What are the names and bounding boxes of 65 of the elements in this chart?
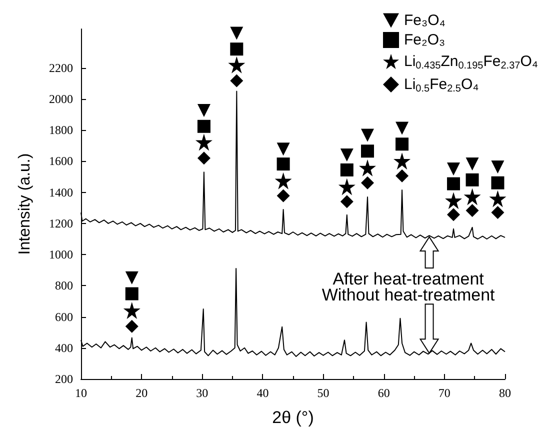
point — [466, 158, 479, 171]
x-tick-label: 10 — [75, 386, 87, 400]
point — [125, 271, 138, 284]
point — [466, 173, 479, 186]
point — [466, 204, 479, 218]
annotation: After heat-treatment — [332, 269, 484, 288]
point — [396, 138, 409, 151]
point — [464, 188, 481, 206]
point — [197, 152, 210, 165]
point — [228, 56, 246, 74]
point — [361, 144, 374, 158]
y-tick-label: 1600 — [49, 154, 73, 168]
point — [340, 195, 354, 208]
point — [276, 142, 290, 156]
y-axis-title: Intensity (a.u.) — [16, 153, 34, 255]
point — [447, 162, 460, 176]
y-tick-label: 600 — [55, 310, 73, 324]
point — [445, 192, 462, 210]
point — [340, 163, 354, 176]
point — [361, 128, 374, 142]
x-tick-label: 20 — [136, 386, 148, 400]
point — [361, 176, 374, 190]
point — [230, 74, 244, 88]
point — [338, 178, 356, 196]
y-tick-label: 1400 — [49, 185, 73, 200]
y-tick-label: 2200 — [49, 60, 73, 75]
point — [394, 152, 411, 170]
y-tick-label: 1200 — [49, 216, 73, 230]
point — [125, 320, 138, 333]
point — [197, 104, 210, 118]
y-tick-label: 200 — [55, 372, 73, 386]
x-tick-label: 80 — [499, 386, 511, 400]
x-axis-title: 2θ (°) — [272, 408, 314, 427]
x-tick-label: 70 — [438, 386, 450, 400]
point — [123, 302, 140, 320]
point — [195, 134, 212, 151]
point — [340, 148, 354, 162]
point — [230, 42, 244, 56]
y-tick-label: 2000 — [49, 92, 73, 106]
legend-label: Fe₃O₄ — [404, 12, 446, 29]
point — [276, 189, 290, 202]
point — [491, 206, 504, 220]
x-tick-label: 50 — [317, 386, 330, 400]
annotation: Without heat-treatment — [322, 286, 496, 305]
point — [230, 26, 244, 40]
point — [396, 169, 409, 182]
y-tick-label: 1000 — [49, 248, 73, 262]
point — [274, 172, 292, 190]
point — [125, 287, 138, 300]
point — [197, 120, 210, 133]
x-tick-label: 30 — [196, 386, 208, 400]
point — [447, 177, 460, 190]
point — [276, 158, 290, 171]
point — [396, 122, 409, 135]
point — [489, 190, 506, 208]
point — [359, 159, 376, 176]
y-tick-label: 800 — [55, 278, 73, 293]
legend-label: Fe₂O₃ — [404, 32, 446, 48]
point — [447, 208, 460, 222]
y-tick-label: 400 — [55, 340, 73, 355]
x-tick-label: 40 — [256, 386, 269, 400]
point — [491, 176, 504, 190]
x-tick-label: 60 — [378, 386, 390, 400]
point — [491, 160, 504, 174]
y-tick-label: 1800 — [49, 123, 73, 138]
